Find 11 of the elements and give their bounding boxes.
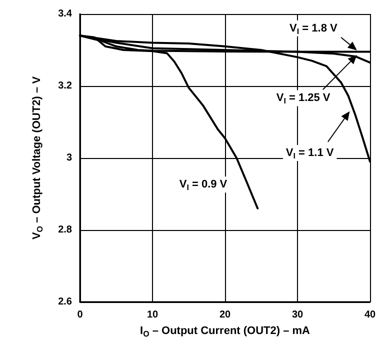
y-tick-label: 3.2 <box>58 80 72 92</box>
x-tick-label: 20 <box>219 310 231 320</box>
x-tick-label: 10 <box>146 310 158 320</box>
x-tick-label: 40 <box>364 310 376 320</box>
y-tick-label: 2.6 <box>58 296 72 308</box>
x-tick-label: 30 <box>292 310 304 320</box>
y-tick-label: 3 <box>66 152 72 164</box>
x-tick-label: 0 <box>77 310 84 320</box>
y-tick-label: 3.4 <box>58 8 72 20</box>
y-axis-title: VO – Output Voltage (OUT2) – V <box>31 76 44 240</box>
y-tick-label: 2.8 <box>58 224 72 236</box>
